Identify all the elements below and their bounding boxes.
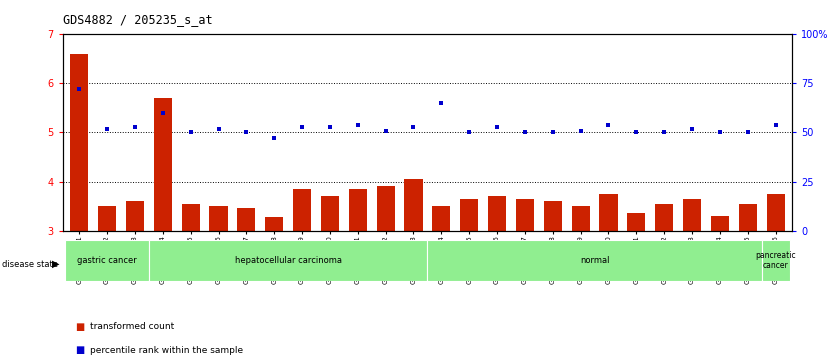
- Bar: [293, 189, 311, 231]
- Bar: [404, 179, 423, 231]
- Bar: [238, 208, 255, 231]
- Text: gastric cancer: gastric cancer: [78, 256, 137, 265]
- Bar: [739, 204, 756, 231]
- Bar: [126, 201, 144, 231]
- Text: ▶: ▶: [52, 259, 59, 269]
- Bar: [544, 201, 562, 231]
- Bar: [209, 206, 228, 231]
- Bar: [153, 98, 172, 231]
- Bar: [683, 199, 701, 231]
- Text: pancreatic
cancer: pancreatic cancer: [756, 251, 796, 270]
- Bar: [766, 194, 785, 231]
- Text: disease state: disease state: [2, 260, 58, 269]
- Bar: [571, 206, 590, 231]
- Bar: [761, 240, 790, 281]
- Bar: [70, 54, 88, 231]
- Bar: [600, 194, 617, 231]
- Bar: [377, 187, 394, 231]
- Bar: [427, 240, 761, 281]
- Bar: [711, 216, 729, 231]
- Text: GDS4882 / 205235_s_at: GDS4882 / 205235_s_at: [63, 13, 212, 26]
- Bar: [265, 217, 284, 231]
- Bar: [98, 206, 116, 231]
- Bar: [627, 213, 646, 231]
- Bar: [656, 204, 673, 231]
- Text: hepatocellular carcinoma: hepatocellular carcinoma: [234, 256, 342, 265]
- Bar: [182, 204, 199, 231]
- Text: normal: normal: [580, 256, 610, 265]
- Bar: [321, 196, 339, 231]
- Bar: [488, 196, 506, 231]
- Text: ■: ■: [75, 345, 84, 355]
- Bar: [349, 189, 367, 231]
- Bar: [516, 199, 534, 231]
- Text: ■: ■: [75, 322, 84, 332]
- Text: transformed count: transformed count: [90, 322, 174, 331]
- Bar: [460, 199, 478, 231]
- Bar: [149, 240, 427, 281]
- Bar: [65, 240, 149, 281]
- Text: percentile rank within the sample: percentile rank within the sample: [90, 346, 244, 355]
- Bar: [432, 206, 450, 231]
